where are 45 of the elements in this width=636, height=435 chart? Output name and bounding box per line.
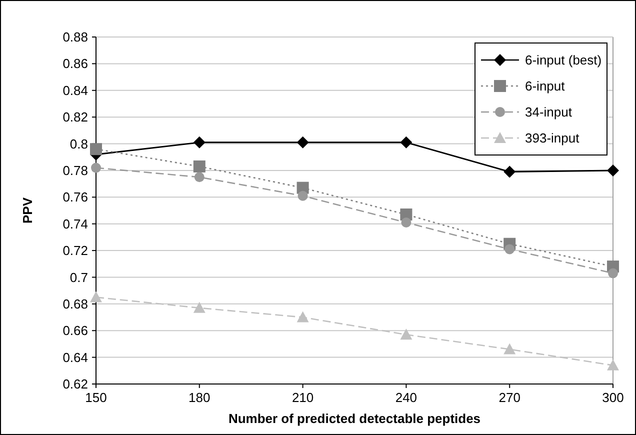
point	[193, 136, 206, 148]
point	[90, 291, 102, 302]
y-tick-label: 0.88	[62, 30, 88, 45]
point	[608, 268, 618, 278]
point	[193, 160, 206, 172]
y-tick-label: 0.8	[70, 136, 88, 152]
y-tick-label: 0.74	[62, 216, 88, 232]
point	[400, 328, 412, 340]
x-tick-label: 300	[602, 390, 624, 405]
y-tick-label: 0.82	[62, 110, 88, 125]
point	[504, 343, 516, 354]
x-tick-label: 240	[395, 390, 418, 405]
x-tick-label: 150	[85, 390, 107, 405]
y-tick-label: 0.62	[62, 376, 88, 392]
point	[193, 302, 206, 313]
y-tick-label: 0.68	[62, 296, 88, 312]
point	[401, 218, 412, 228]
y-tick-label: 0.64	[62, 350, 88, 365]
y-tick-label: 0.86	[62, 56, 88, 72]
point	[504, 244, 515, 254]
point	[91, 162, 101, 173]
y-tick-label: 0.7	[70, 270, 88, 285]
y-axis-title: PPV	[20, 197, 35, 224]
x-tick-label: 270	[498, 390, 520, 405]
point	[298, 190, 308, 201]
point	[90, 143, 102, 156]
x-tick-label: 180	[188, 390, 210, 405]
point	[504, 166, 516, 178]
x-axis-title: Number of predicted detectable peptides	[228, 411, 481, 426]
point	[400, 136, 412, 148]
legend-label: 6-input (best)	[525, 52, 602, 68]
y-tick-label: 0.78	[62, 163, 88, 178]
point	[296, 136, 309, 148]
y-tick-label: 0.66	[62, 323, 88, 338]
point	[194, 172, 204, 182]
point	[296, 311, 309, 322]
legend-label: 393-input	[525, 130, 580, 146]
x-tick-label: 210	[292, 390, 314, 405]
y-tick-label: 0.76	[62, 190, 88, 205]
y-tick-label: 0.72	[62, 243, 88, 258]
legend-label: 6-input	[525, 78, 566, 94]
legend-label: 34-input	[525, 104, 572, 120]
y-tick-label: 0.84	[62, 82, 88, 98]
point	[607, 359, 619, 370]
point	[607, 164, 619, 176]
